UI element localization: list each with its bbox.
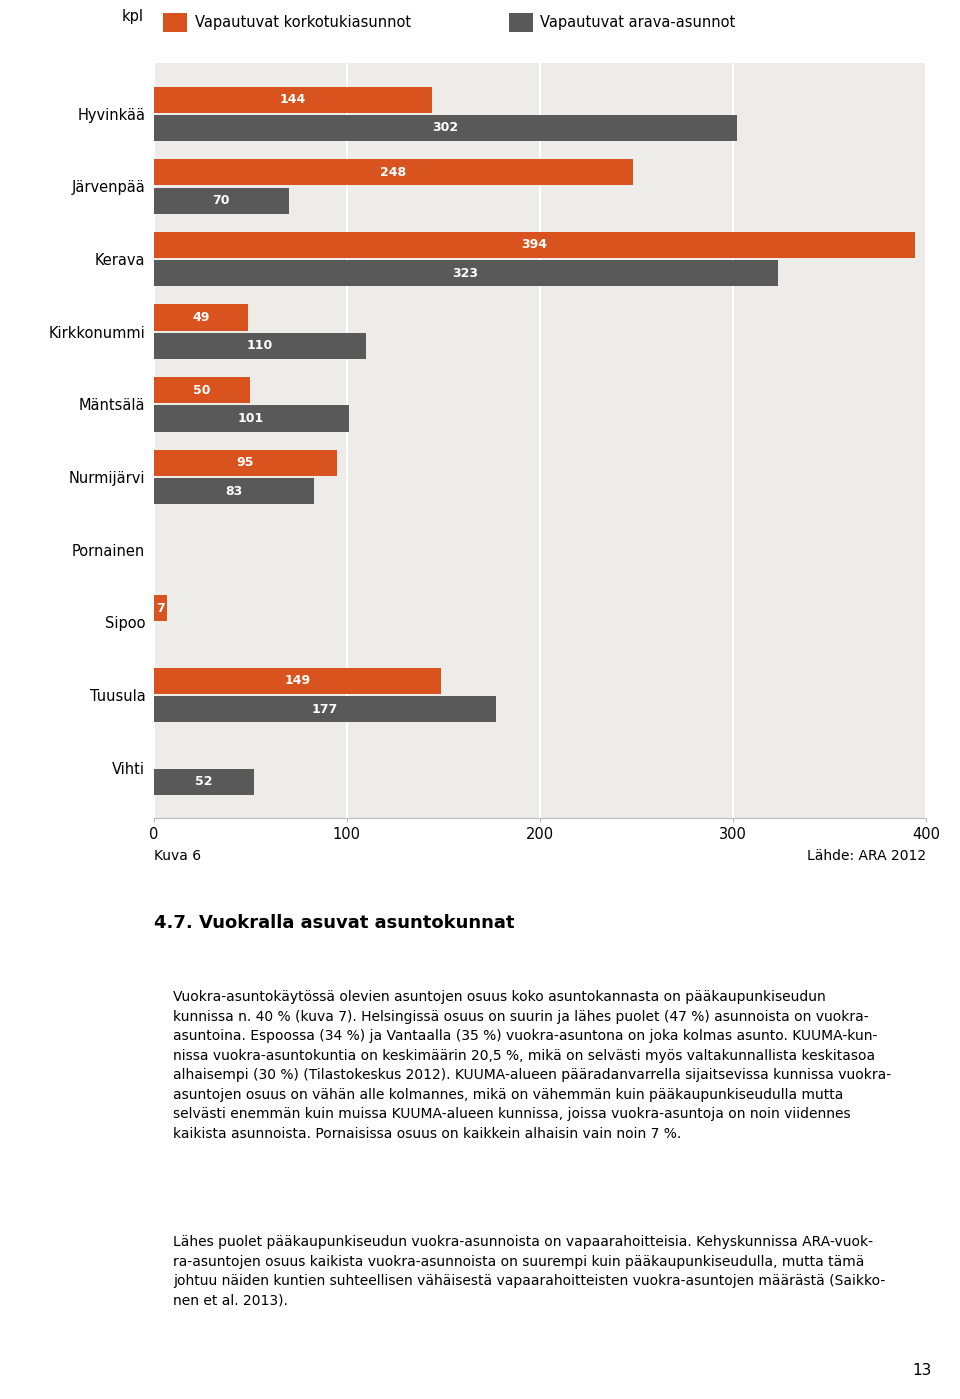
Text: 177: 177	[311, 702, 338, 716]
Bar	[154, 449, 337, 476]
Text: 13: 13	[912, 1363, 931, 1378]
Text: 302: 302	[432, 122, 458, 134]
Text: 70: 70	[212, 194, 230, 207]
Bar	[154, 333, 366, 360]
Text: 7: 7	[156, 602, 165, 614]
Text: 49: 49	[192, 311, 209, 325]
Text: 323: 323	[452, 267, 479, 280]
Text: Lähde: ARA 2012: Lähde: ARA 2012	[807, 849, 926, 863]
Text: 144: 144	[279, 94, 306, 106]
Bar	[154, 305, 249, 330]
Text: 110: 110	[247, 340, 273, 353]
Bar	[154, 87, 432, 113]
Text: 248: 248	[380, 165, 406, 179]
Bar	[154, 768, 254, 795]
Text: 95: 95	[237, 456, 254, 469]
Text: 83: 83	[226, 484, 243, 498]
Text: Kuva 6: Kuva 6	[154, 849, 201, 863]
Text: 50: 50	[193, 383, 210, 397]
Bar	[154, 115, 737, 141]
Text: 52: 52	[195, 775, 212, 788]
Text: 101: 101	[238, 413, 264, 425]
Bar	[154, 159, 633, 185]
Text: 394: 394	[521, 238, 547, 252]
Text: 149: 149	[284, 674, 311, 687]
Text: 4.7. Vuokralla asuvat asuntokunnat: 4.7. Vuokralla asuvat asuntokunnat	[154, 914, 515, 932]
Bar	[154, 595, 167, 621]
Text: Vapautuvat arava-asunnot: Vapautuvat arava-asunnot	[540, 15, 735, 29]
Bar	[154, 187, 289, 214]
Text: Vuokra-asuntokäytössä olevien asuntojen osuus koko asuntokannasta on pääkaupunki: Vuokra-asuntokäytössä olevien asuntojen …	[173, 990, 891, 1142]
Text: kpl: kpl	[122, 8, 144, 24]
Bar	[154, 406, 348, 432]
Bar	[154, 478, 314, 504]
Bar	[154, 667, 442, 694]
Text: Vapautuvat korkotukiasunnot: Vapautuvat korkotukiasunnot	[195, 15, 411, 29]
Bar	[154, 378, 251, 403]
Bar	[154, 697, 495, 722]
Text: Lähes puolet pääkaupunkiseudun vuokra-asunnoista on vapaarahoitteisia. Kehyskunn: Lähes puolet pääkaupunkiseudun vuokra-as…	[173, 1235, 885, 1308]
Bar	[154, 232, 915, 257]
Bar	[154, 260, 778, 287]
